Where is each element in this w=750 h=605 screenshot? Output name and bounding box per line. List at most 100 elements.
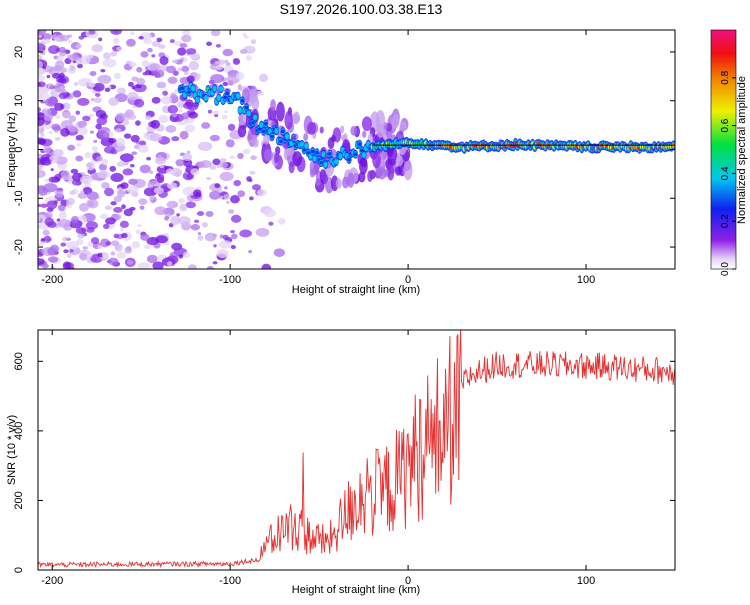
noise-blob xyxy=(67,144,76,151)
noise-blob xyxy=(88,113,94,118)
ridge-core xyxy=(191,86,195,91)
noise-blob xyxy=(158,190,164,194)
noise-blob xyxy=(67,67,77,74)
noise-blob xyxy=(131,241,141,249)
noise-blob xyxy=(58,92,68,100)
noise-blob xyxy=(54,102,65,111)
noise-blob xyxy=(58,46,66,53)
noise-blob xyxy=(219,240,232,249)
ridge-core xyxy=(274,129,279,133)
noise-blob xyxy=(104,217,116,225)
noise-blob xyxy=(73,82,79,87)
colorbar: 0.0 0.2 0.4 0.6 0.8 Normalized spectral ampl… xyxy=(710,29,748,276)
noise-blob xyxy=(193,219,200,223)
noise-blob xyxy=(54,87,62,93)
noise-blob xyxy=(293,111,300,125)
snr-x-ticks: -200 -100 0 100 xyxy=(41,330,595,587)
noise-blob xyxy=(395,155,404,167)
ridge-core xyxy=(357,142,362,146)
noise-blob xyxy=(79,190,85,195)
snr-ytick-label: 400 xyxy=(13,422,25,440)
ridge-core xyxy=(300,142,304,147)
noise-blob xyxy=(72,90,82,98)
noise-blob xyxy=(182,30,191,37)
noise-blob xyxy=(158,44,166,49)
noise-blob xyxy=(38,107,42,113)
noise-blob xyxy=(38,242,44,247)
noise-blob xyxy=(90,97,95,102)
noise-blob xyxy=(51,73,61,79)
noise-blob xyxy=(77,97,90,106)
ridge-core xyxy=(347,157,351,162)
noise-blob xyxy=(113,195,122,203)
noise-blob xyxy=(235,71,245,80)
noise-blob xyxy=(98,163,108,171)
noise-blob xyxy=(135,84,142,89)
noise-blob xyxy=(67,125,78,133)
noise-blob xyxy=(38,170,44,179)
ridge-core xyxy=(270,134,274,139)
noise-blob xyxy=(75,134,84,141)
noise-blob xyxy=(213,244,217,248)
noise-blob xyxy=(75,238,84,246)
ridge-core xyxy=(195,97,200,102)
noise-blob xyxy=(307,121,317,135)
noise-blob xyxy=(139,140,147,146)
noise-blob xyxy=(186,150,191,155)
colorbar-tick-label: 0.2 xyxy=(720,214,731,228)
noise-blob xyxy=(136,77,146,86)
noise-blob xyxy=(85,221,98,230)
ridge-core xyxy=(338,154,343,158)
noise-blob xyxy=(171,136,180,142)
noise-blob xyxy=(68,53,80,62)
noise-blob xyxy=(237,190,246,198)
noise-blob xyxy=(227,123,236,131)
noise-blob xyxy=(58,218,71,228)
noise-blob xyxy=(115,46,123,51)
noise-blob xyxy=(126,38,136,47)
noise-blob xyxy=(103,223,110,230)
noise-blob xyxy=(256,188,268,197)
noise-blob xyxy=(151,41,161,47)
noise-blob xyxy=(121,204,126,210)
noise-blob xyxy=(42,229,50,236)
noise-blob xyxy=(224,186,228,190)
noise-blob xyxy=(127,81,134,87)
noise-blob xyxy=(38,130,41,134)
ridge-core xyxy=(246,111,251,116)
noise-blob xyxy=(204,232,217,242)
noise-blob xyxy=(237,152,244,160)
noise-blob xyxy=(130,134,140,143)
noise-blob xyxy=(69,249,74,253)
ridge-core xyxy=(187,90,191,94)
noise-blob xyxy=(144,115,152,121)
snr-xtick-label: -200 xyxy=(41,575,63,587)
noise-blob xyxy=(90,130,95,134)
noise-blob xyxy=(330,175,339,192)
noise-blob xyxy=(38,164,43,170)
ridge-core xyxy=(268,129,272,134)
noise-blob xyxy=(154,206,167,216)
ridge-core xyxy=(308,154,313,159)
snr-y-ticks: 0 200 400 600 xyxy=(13,352,675,573)
noise-blob xyxy=(132,104,136,109)
ridge-core xyxy=(225,91,230,96)
noise-blob xyxy=(268,221,274,226)
noise-blob xyxy=(50,168,54,172)
noise-blob xyxy=(169,39,175,44)
noise-blob xyxy=(97,244,103,250)
noise-blob xyxy=(167,182,178,190)
noise-blob xyxy=(251,95,260,111)
ridge-core xyxy=(212,86,217,91)
noise-blob xyxy=(97,252,104,258)
noise-blob xyxy=(149,63,161,71)
noise-blob xyxy=(147,47,153,53)
noise-blob xyxy=(136,66,143,73)
noise-blob xyxy=(113,37,120,44)
noise-blob xyxy=(98,130,110,140)
noise-blob xyxy=(394,166,402,176)
noise-blob xyxy=(60,170,70,179)
noise-blob xyxy=(114,72,121,80)
snr-y-label: SNR (10 * v/v) xyxy=(6,415,18,485)
noise-blob xyxy=(166,261,173,267)
